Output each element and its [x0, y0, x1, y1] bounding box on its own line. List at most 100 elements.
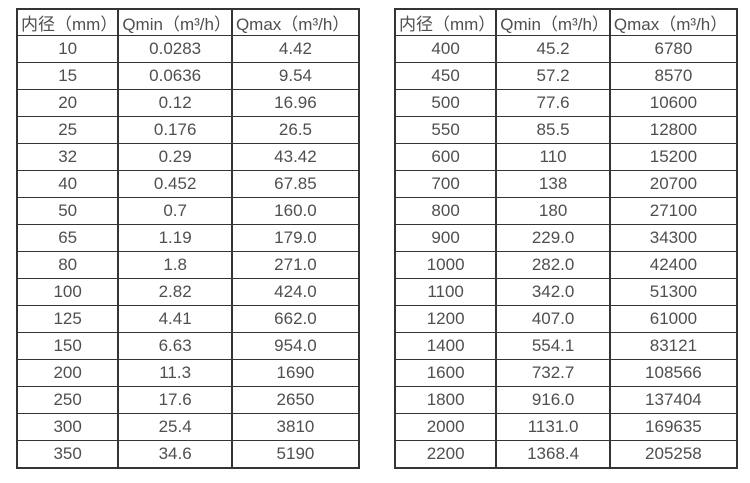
table-row: 65 1.19 179.0	[15, 224, 360, 252]
table-cell: 300	[15, 413, 120, 441]
header-diameter: 内径（mm）	[393, 8, 498, 36]
table-row: 20 0.12 16.96	[15, 89, 360, 117]
table-row: 32 0.29 43.42	[15, 143, 360, 171]
table-cell: 10600	[608, 89, 738, 117]
table-cell: 2.82	[117, 278, 233, 306]
table-cell: 34300	[608, 224, 738, 252]
table-cell: 65	[15, 224, 120, 252]
table-cell: 500	[393, 89, 498, 117]
table-cell: 11.3	[117, 359, 233, 387]
table-cell: 3810	[230, 413, 360, 441]
table-row: 2200 1368.4 205258	[393, 440, 738, 469]
table-row: 300 25.4 3810	[15, 413, 360, 441]
header-row: 内径（mm） Qmin（m³/h） Qmax（m³/h）	[393, 8, 738, 36]
table-cell: 45.2	[495, 35, 611, 63]
table-cell: 20	[15, 89, 120, 117]
header-qmin: Qmin（m³/h）	[495, 8, 611, 36]
table-cell: 282.0	[495, 251, 611, 279]
table-cell: 160.0	[230, 197, 360, 225]
table-body: 10 0.0283 4.42 15 0.0636 9.54 20 0.12 16.96 25 0.1…	[15, 35, 360, 469]
table-cell: 16.96	[230, 89, 360, 117]
table-cell: 100	[15, 278, 120, 306]
table-row: 500 77.6 10600	[393, 89, 738, 117]
table-cell: 169635	[608, 413, 738, 441]
table-cell: 32	[15, 143, 120, 171]
table-cell: 400	[393, 35, 498, 63]
table-cell: 110	[495, 143, 611, 171]
table-row: 1400 554.1 83121	[393, 332, 738, 360]
table-cell: 26.5	[230, 116, 360, 144]
table-cell: 25	[15, 116, 120, 144]
table-cell: 554.1	[495, 332, 611, 360]
table-row: 400 45.2 6780	[393, 35, 738, 63]
table-cell: 250	[15, 386, 120, 414]
table-cell: 1.8	[117, 251, 233, 279]
table-cell: 0.29	[117, 143, 233, 171]
table-row: 100 2.82 424.0	[15, 278, 360, 306]
table-cell: 916.0	[495, 386, 611, 414]
table-row: 200 11.3 1690	[15, 359, 360, 387]
table-row: 1000 282.0 42400	[393, 251, 738, 279]
header-qmin: Qmin（m³/h）	[117, 8, 233, 36]
header-qmax: Qmax（m³/h）	[608, 8, 738, 36]
table-cell: 57.2	[495, 62, 611, 90]
table-cell: 662.0	[230, 305, 360, 333]
table-cell: 1131.0	[495, 413, 611, 441]
table-cell: 424.0	[230, 278, 360, 306]
table-row: 250 17.6 2650	[15, 386, 360, 414]
table-cell: 1200	[393, 305, 498, 333]
table-cell: 15	[15, 62, 120, 90]
table-cell: 108566	[608, 359, 738, 387]
table-header: 内径（mm） Qmin（m³/h） Qmax（m³/h）	[15, 8, 360, 36]
table-cell: 138	[495, 170, 611, 198]
table-cell: 10	[15, 35, 120, 63]
table-cell: 600	[393, 143, 498, 171]
table-row: 900 229.0 34300	[393, 224, 738, 252]
table-row: 700 138 20700	[393, 170, 738, 198]
table-cell: 9.54	[230, 62, 360, 90]
table-row: 150 6.63 954.0	[15, 332, 360, 360]
table-cell: 1000	[393, 251, 498, 279]
table-cell: 1400	[393, 332, 498, 360]
flow-table-left: 内径（mm） Qmin（m³/h） Qmax（m³/h） 10 0.0283 4.4…	[15, 8, 360, 469]
table-cell: 6.63	[117, 332, 233, 360]
table-row: 1800 916.0 137404	[393, 386, 738, 414]
table-cell: 27100	[608, 197, 738, 225]
table-row: 450 57.2 8570	[393, 62, 738, 90]
table-cell: 1368.4	[495, 440, 611, 469]
table-cell: 200	[15, 359, 120, 387]
header-diameter: 内径（mm）	[15, 8, 120, 36]
table-row: 125 4.41 662.0	[15, 305, 360, 333]
table-cell: 550	[393, 116, 498, 144]
table-cell: 5190	[230, 440, 360, 469]
table-cell: 50	[15, 197, 120, 225]
table-cell: 67.85	[230, 170, 360, 198]
header-row: 内径（mm） Qmin（m³/h） Qmax（m³/h）	[15, 8, 360, 36]
table-row: 40 0.452 67.85	[15, 170, 360, 198]
table-cell: 450	[393, 62, 498, 90]
table-cell: 954.0	[230, 332, 360, 360]
table-row: 350 34.6 5190	[15, 440, 360, 469]
table-cell: 1.19	[117, 224, 233, 252]
table-row: 600 110 15200	[393, 143, 738, 171]
table-row: 2000 1131.0 169635	[393, 413, 738, 441]
flow-table-right: 内径（mm） Qmin（m³/h） Qmax（m³/h） 400 45.2 6780…	[393, 8, 738, 469]
table-row: 1200 407.0 61000	[393, 305, 738, 333]
table-cell: 150	[15, 332, 120, 360]
table-cell: 0.7	[117, 197, 233, 225]
table-cell: 271.0	[230, 251, 360, 279]
table-cell: 0.0283	[117, 35, 233, 63]
table-cell: 77.6	[495, 89, 611, 117]
table-cell: 20700	[608, 170, 738, 198]
table-cell: 80	[15, 251, 120, 279]
table-cell: 85.5	[495, 116, 611, 144]
table-row: 550 85.5 12800	[393, 116, 738, 144]
table-cell: 205258	[608, 440, 738, 469]
table-cell: 12800	[608, 116, 738, 144]
table-cell: 83121	[608, 332, 738, 360]
table-cell: 1600	[393, 359, 498, 387]
table-cell: 51300	[608, 278, 738, 306]
table-cell: 43.42	[230, 143, 360, 171]
table-row: 800 180 27100	[393, 197, 738, 225]
